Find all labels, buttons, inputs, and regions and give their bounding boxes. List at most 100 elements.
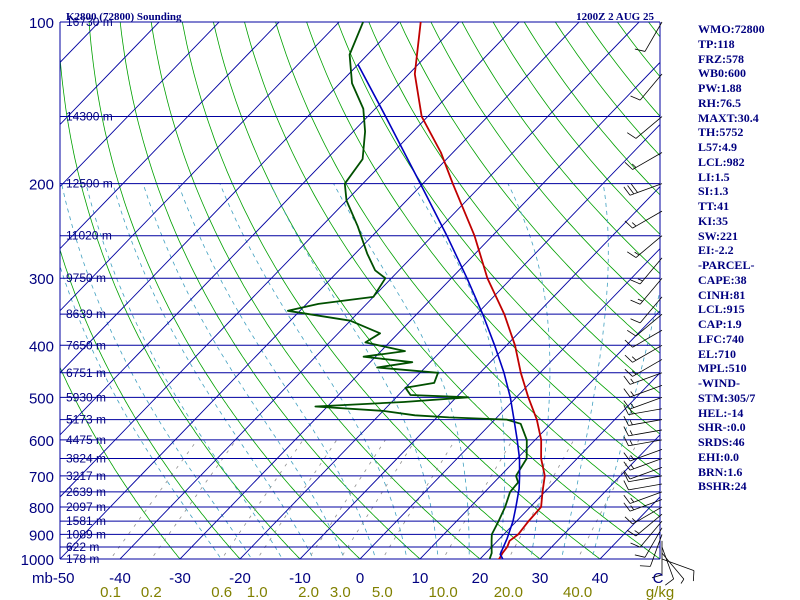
wind-barb-staff	[639, 520, 663, 548]
wind-barb-staff	[629, 449, 663, 462]
index-item: FRZ:578	[698, 51, 744, 66]
wind-barbs	[623, 21, 695, 586]
wind-barb	[623, 405, 663, 416]
station-title: K2800 (72800) Sounding	[66, 11, 182, 23]
wind-barb-staff	[629, 499, 663, 512]
index-item: -PARCEL-	[698, 258, 755, 272]
wind-barb-flag	[624, 339, 633, 348]
index-item: WMO:72800	[698, 22, 765, 36]
wind-barb-flag	[630, 299, 641, 305]
isotherm-line	[60, 22, 220, 188]
pressure-tick-label: 800	[29, 500, 54, 517]
wind-barb	[623, 491, 663, 504]
wind-barb-staff	[629, 396, 663, 410]
wind-barb-flag	[624, 368, 633, 377]
height-label: 5173 m	[66, 413, 106, 427]
wind-barb	[623, 385, 663, 398]
mixing-ratio-label: 5.0	[372, 584, 393, 600]
wind-barb-half-flag	[629, 430, 633, 436]
moist-adiabat-line	[142, 183, 345, 559]
dewpoint-profile-line	[286, 22, 528, 559]
index-item: TH:5752	[698, 125, 744, 140]
wind-barb-flag	[627, 185, 635, 195]
isotherm-line	[299, 185, 660, 559]
wind-barb-flag	[630, 279, 641, 285]
wind-barb	[627, 235, 663, 258]
index-item: MAXT:30.4	[698, 110, 759, 125]
index-item: HEL:-14	[698, 405, 744, 420]
wind-barb-flag	[623, 470, 631, 480]
dry-adiabat-line	[88, 22, 361, 559]
index-item: LFC:740	[698, 331, 744, 346]
pressure-tick-label: 500	[29, 390, 54, 407]
moist-adiabat-line	[561, 183, 609, 559]
wind-barb	[630, 73, 663, 101]
mixing-ratio-line	[221, 439, 304, 559]
index-item: LCL:915	[698, 302, 745, 317]
mixing-ratio-line	[150, 439, 237, 559]
dry-adiabat-line	[119, 22, 421, 559]
wind-barb-staff	[629, 458, 663, 471]
height-label: 9750 m	[66, 271, 106, 285]
mixing-ratio-line	[308, 439, 386, 559]
wind-barb-staff	[632, 210, 663, 229]
mixing-ratio-label: 2.0	[298, 584, 319, 600]
temperature-tick-label: -40	[109, 570, 131, 587]
wind-barb-staff	[644, 21, 663, 52]
mixing-ratio-label: 0.6	[211, 584, 232, 600]
wind-barb	[624, 506, 663, 525]
wind-barb-staff	[635, 313, 663, 337]
wind-barb-flag	[624, 162, 633, 170]
wind-barb	[627, 313, 663, 337]
wind-barb-flag	[623, 400, 631, 410]
wind-barb	[624, 329, 663, 348]
wind-barb	[623, 396, 663, 410]
height-label: 2639 m	[66, 485, 106, 499]
isotherm-line	[60, 22, 280, 250]
mixing-ratio-line	[507, 439, 575, 559]
wind-barb-flag	[634, 554, 646, 558]
wind-barb	[639, 534, 663, 567]
isotherm-line	[119, 22, 640, 559]
wind-barb-staff	[632, 344, 663, 363]
height-label: 622 m	[66, 540, 99, 554]
dry-adiabat-line	[399, 22, 660, 354]
moist-adiabat-line	[112, 183, 314, 559]
wind-barb-flag	[665, 578, 674, 586]
wind-barb-flag	[630, 95, 641, 101]
moist-adiabat-line	[270, 183, 439, 559]
wind-barb-half-flag	[629, 409, 633, 415]
isotherm-line	[60, 22, 460, 436]
dry-adiabat-line	[461, 22, 660, 275]
wind-barb	[634, 527, 663, 558]
wind-barb-half-flag	[630, 378, 635, 384]
dry-adiabat-line	[60, 248, 241, 559]
isotherm-line	[60, 22, 400, 374]
wind-barb	[624, 344, 663, 363]
height-label: 1089 m	[66, 527, 106, 541]
index-item: BRN:1.6	[698, 464, 743, 479]
height-label: 6751 m	[66, 366, 106, 380]
wind-barb	[627, 513, 663, 537]
wind-barb-flag	[692, 570, 695, 582]
isotherm-line	[419, 310, 660, 559]
index-item: WB0:600	[698, 66, 746, 81]
wind-barb	[623, 458, 663, 471]
temperature-tick-label: 10	[412, 570, 429, 587]
wind-barb-half-flag	[630, 455, 635, 460]
pressure-tick-label: 1000	[21, 552, 54, 569]
moist-adiabat-line	[85, 183, 283, 559]
dry-adiabat-line	[275, 22, 660, 518]
index-item: SRDS:46	[698, 435, 745, 449]
wind-barb-half-flag	[631, 370, 637, 375]
wind-barb-flag	[623, 388, 631, 398]
isotherm-line	[539, 434, 660, 559]
mixing-ratio-line	[339, 439, 416, 559]
index-item: KI:35	[698, 213, 728, 228]
wind-barb-flag	[624, 516, 633, 525]
wind-barb-staff	[644, 527, 663, 558]
height-label: 3217 m	[66, 469, 106, 483]
wind-barb-half-flag	[637, 278, 643, 282]
wind-barb-half-flag	[629, 419, 633, 425]
